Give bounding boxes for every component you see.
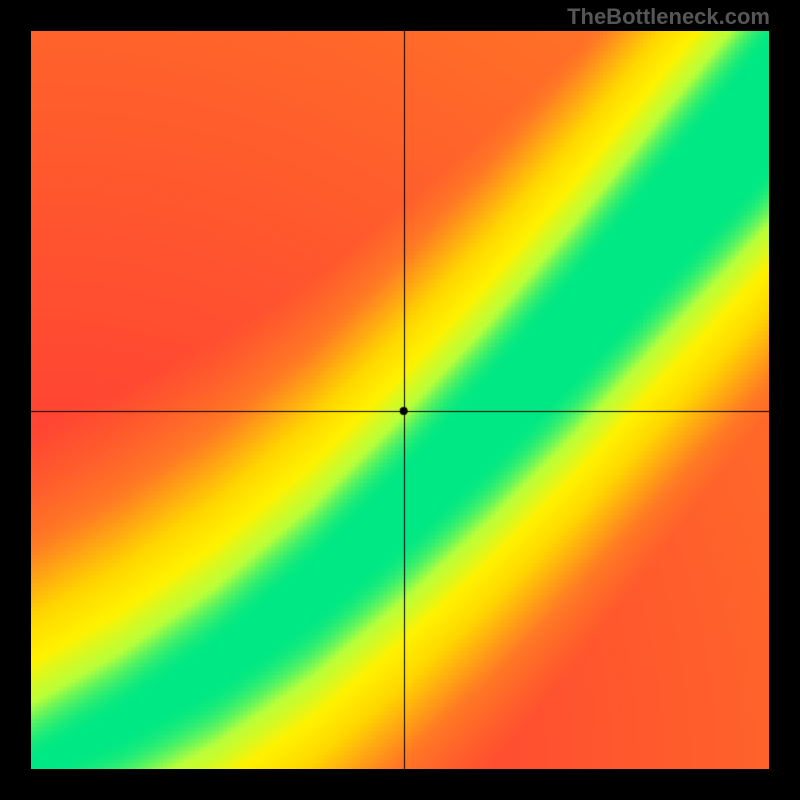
watermark-text: TheBottleneck.com [567, 4, 770, 30]
crosshair-overlay [31, 31, 769, 769]
heatmap-plot [31, 31, 769, 769]
